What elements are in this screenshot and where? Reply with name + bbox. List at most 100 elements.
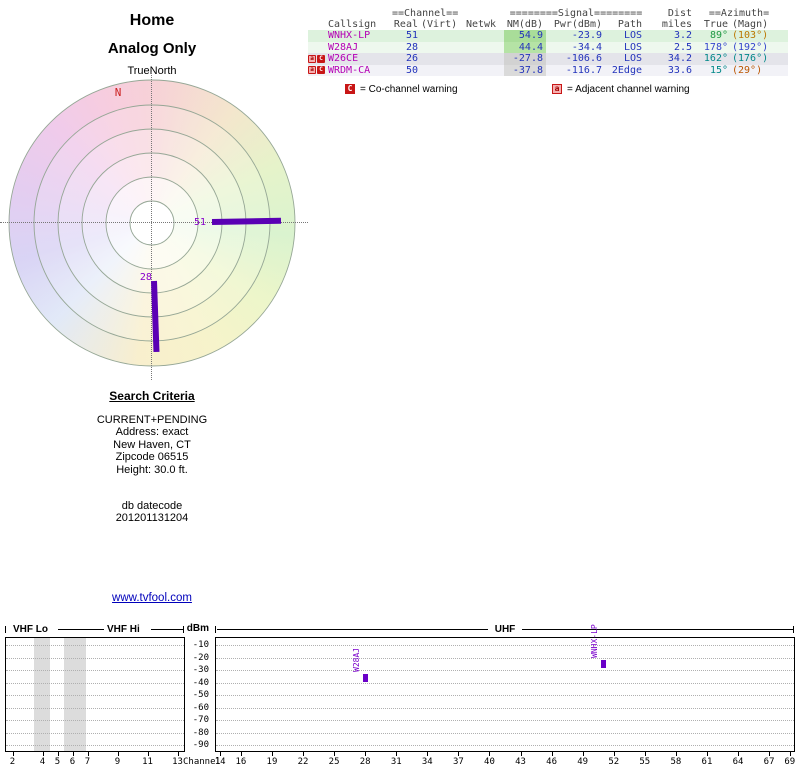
dbm-gridline (6, 670, 184, 671)
dbm-gridline (216, 695, 794, 696)
station-row: WNHX-LP 51 54.9 -23.9 LOS 3.2 89° (103°) (308, 30, 788, 42)
radar-crosshair-horizontal (0, 222, 308, 223)
channel-tick-label: 28 (359, 757, 371, 767)
channel-tick (42, 752, 44, 756)
channel-tick (303, 752, 305, 756)
channel-tick (675, 752, 677, 756)
table-column-header-row: Callsign Real (Virt) Netwk NM(dB) Pwr(dB… (308, 19, 788, 30)
noise-margin-column-header: NM(dB) (506, 19, 543, 30)
vhf-plot-box (5, 637, 185, 752)
channel-tick-label: 6 (69, 757, 76, 767)
search-criteria-line: CURRENT+PENDING (96, 414, 208, 426)
dbm-gridline (6, 695, 184, 696)
path-value: LOS (623, 53, 642, 64)
channel-tick-label: 43 (515, 757, 526, 767)
azimuth-true-value: 89° (709, 30, 728, 41)
radar-bar-channel-label: 28 (139, 271, 152, 283)
link-row: www.tvfool.com (27, 588, 277, 606)
station-row: a C W26CE 26 -27.8 -106.6 LOS 34.2 162° (176°) (308, 53, 788, 65)
channel-tick (789, 752, 791, 756)
station-table: ==Channel== ========Signal======== Dist … (308, 8, 788, 76)
dbm-gridline (216, 745, 794, 746)
warning-flags (308, 30, 328, 42)
band-vhf-hi-label: VHF Hi (107, 624, 140, 635)
search-criteria: Search Criteria CURRENT+PENDING Address: … (27, 389, 277, 525)
noise-margin-value: 44.4 (504, 41, 546, 53)
path-value: 2Edge (611, 64, 642, 76)
radar-bar-channel-label: 51 (193, 217, 206, 229)
channel-tick (489, 752, 491, 756)
channel-real: 51 (405, 30, 418, 41)
adjacent-channel-legend-badge: a (552, 84, 562, 95)
network (458, 42, 504, 54)
search-criteria-line: Address: exact (115, 426, 189, 439)
power-column-header: Pwr(dBm) (553, 19, 602, 30)
legend-text: = Co-channel warning (360, 84, 458, 95)
power-value: -23.9 (571, 30, 602, 41)
dbm-tick-label: -50 (192, 690, 209, 700)
station-row: a C WRDM-CA 50 -37.8 -116.7 2Edge 33.6 15° (29°) (308, 64, 788, 77)
azimuth-magnetic-value: (29°) (732, 64, 763, 76)
channel-tick-label: 61 (701, 757, 713, 767)
distance-value: 33.6 (667, 64, 692, 76)
channel-virtual (418, 53, 458, 65)
tvfool-link[interactable]: www.tvfool.com (112, 592, 192, 604)
distance-value: 34.2 (667, 53, 692, 64)
adjacent-channel-warning-badge: a (308, 66, 316, 75)
search-criteria-line: New Haven, CT (113, 438, 191, 451)
channel-tick (271, 752, 273, 756)
table-group-header-row: ==Channel== ========Signal======== Dist … (308, 8, 788, 19)
warning-legend: C = Co-channel warning a = Adjacent channel… (0, 84, 800, 98)
dbm-tick-label: -40 (192, 677, 209, 688)
channel-tick (458, 752, 460, 756)
station-callsign: W26CE (328, 53, 359, 64)
dbm-axis-label: dBm (186, 623, 209, 634)
dbm-gridline (6, 645, 184, 646)
dbm-gridline (216, 720, 794, 721)
channel-tick (177, 752, 179, 756)
azimuth-magnetic-value: (103°) (732, 30, 769, 41)
station-rows: WNHX-LP 51 54.9 -23.9 LOS 3.2 89° (103°) W28AJ 28… (308, 30, 788, 76)
band-vhf-lo-label: VHF Lo (13, 624, 48, 635)
channel-tick-label: 40 (484, 757, 495, 767)
vhf-shaded-band (63, 638, 86, 751)
dbm-gridline (6, 732, 184, 734)
dbm-tick-label: -80 (192, 727, 209, 738)
dbm-gridline (216, 657, 794, 659)
band-line (217, 629, 488, 630)
virtual-channel-column-header: (Virt) (421, 19, 458, 30)
channel-tick (427, 752, 429, 756)
channel-tick (87, 752, 89, 756)
spacer (458, 8, 504, 19)
channel-tick (396, 752, 398, 756)
signal-marker (600, 660, 606, 669)
band-line (151, 629, 183, 630)
dbm-gridline (216, 732, 794, 734)
channel-real: 50 (405, 64, 418, 76)
channel-tick (240, 752, 242, 756)
dbm-gridline (6, 720, 184, 721)
power-value: -116.7 (565, 64, 602, 76)
legend-item: C = Co-channel warning (345, 84, 458, 95)
azimuth-magnetic-value: (176°) (732, 53, 769, 64)
band-line (58, 629, 104, 630)
station-callsign: WNHX-LP (328, 30, 371, 41)
search-criteria-lines: CURRENT+PENDING Address: exact New Haven, … (27, 414, 277, 476)
real-channel-column-header: Real (393, 19, 418, 30)
uhf-plot-box (215, 637, 795, 752)
channel-tick (117, 752, 119, 756)
signal-group-header: ========Signal======== (509, 8, 643, 19)
dbm-tick-label: -70 (192, 715, 209, 725)
dbm-gridline (6, 657, 184, 659)
network-column-header: Netwk (465, 19, 497, 30)
channel-virtual (418, 65, 458, 77)
channel-tick (738, 752, 740, 756)
channel-tick (644, 752, 646, 756)
noise-margin-value: 54.9 (504, 30, 546, 42)
channel-tick (582, 752, 584, 756)
azimuth-true-value: 162° (703, 53, 728, 64)
magnetic-azimuth-column-header: (Magn) (732, 19, 769, 30)
channel-tick (706, 752, 708, 756)
